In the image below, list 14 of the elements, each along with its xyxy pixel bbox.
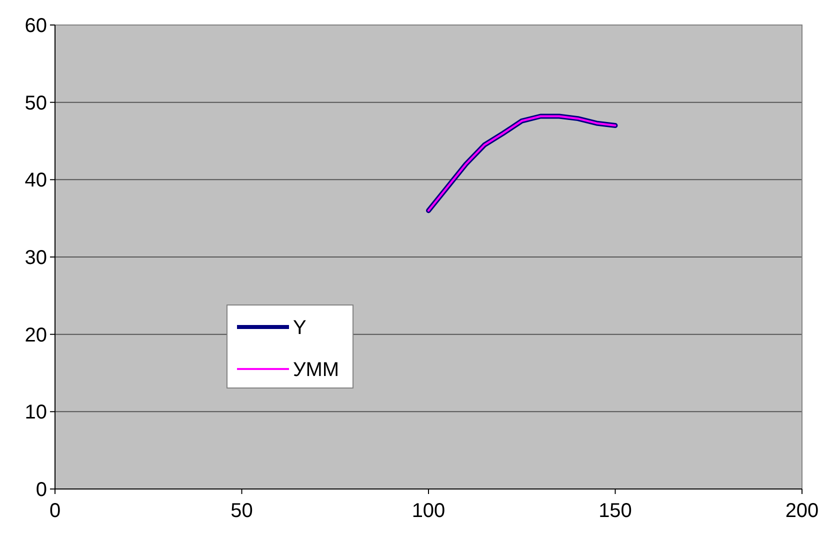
y-tick-label: 40 xyxy=(24,170,47,192)
legend-label: Y xyxy=(293,317,306,339)
x-tick-label: 0 xyxy=(49,500,61,522)
y-tick-label: 10 xyxy=(24,402,47,424)
x-tick-label: 50 xyxy=(230,500,253,522)
legend-label: УММ xyxy=(293,359,340,381)
y-tick-label: 50 xyxy=(24,92,47,114)
x-tick-label: 150 xyxy=(598,500,632,522)
x-tick-label: 200 xyxy=(785,500,819,522)
y-tick-label: 60 xyxy=(24,15,47,37)
x-tick-label: 100 xyxy=(412,500,446,522)
y-tick-label: 20 xyxy=(24,324,47,346)
y-tick-label: 30 xyxy=(24,247,47,269)
y-tick-label: 0 xyxy=(36,479,47,501)
